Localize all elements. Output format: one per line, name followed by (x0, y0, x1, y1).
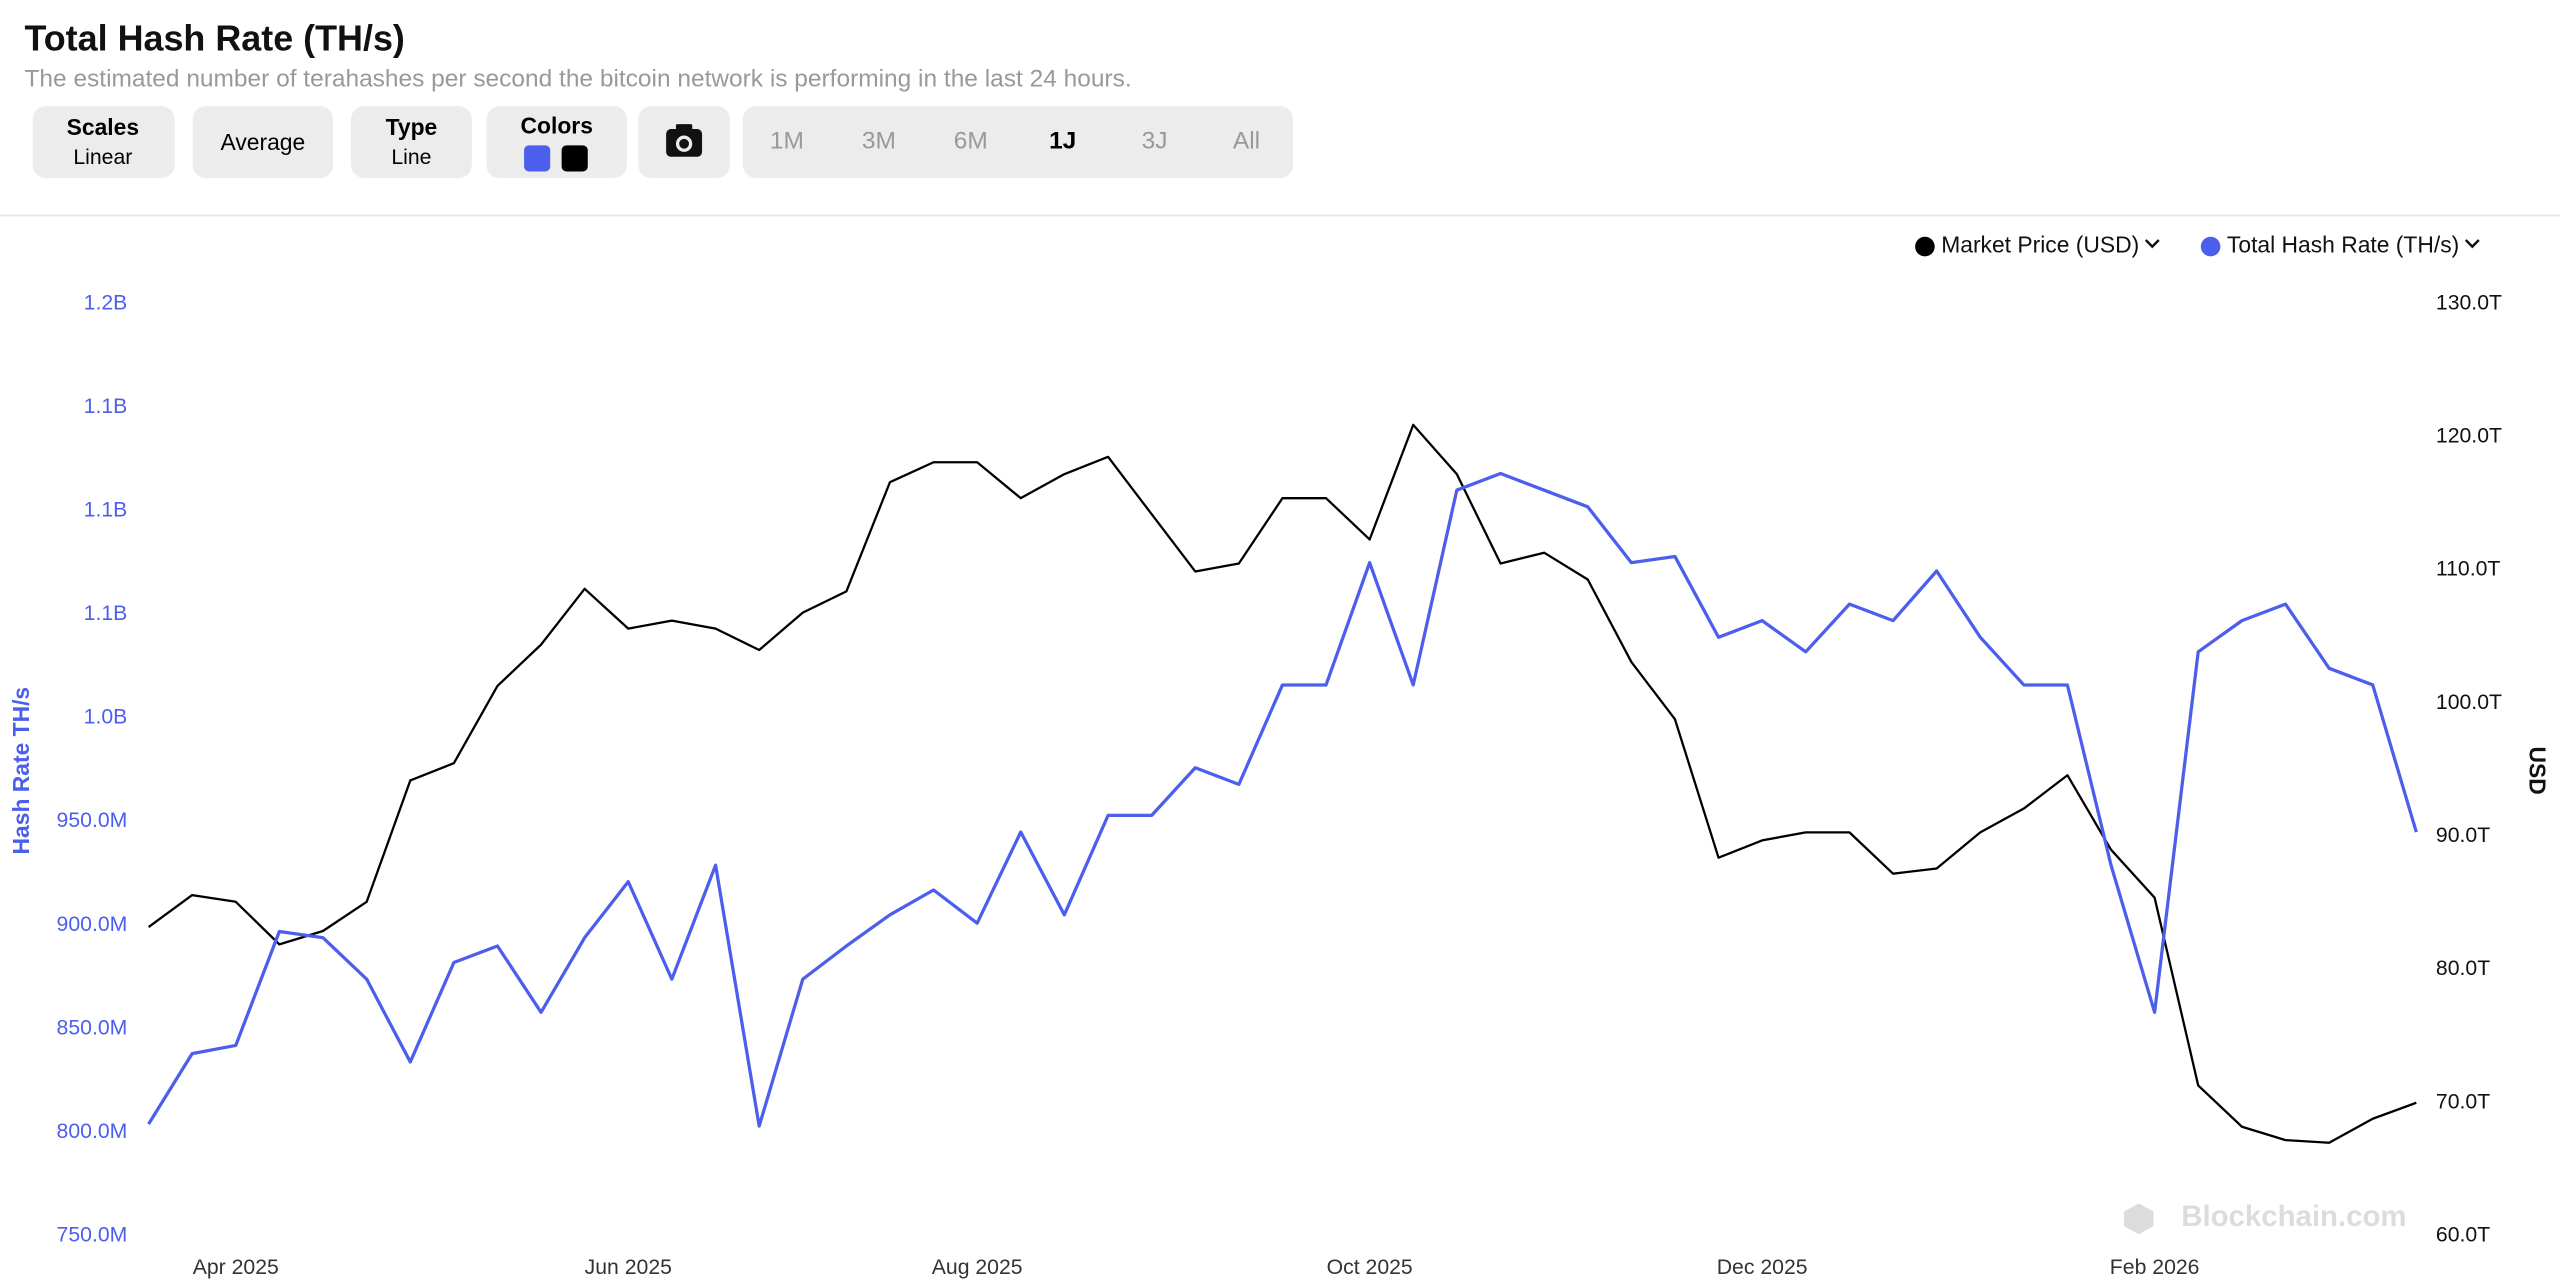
y-tick-label: 800.0M (57, 1120, 128, 1143)
series-line (147, 471, 2418, 1128)
range-button[interactable]: 1M (770, 128, 804, 155)
range-button[interactable]: 1J (1049, 128, 1076, 155)
button-label: Colors (521, 112, 593, 138)
button-bg (192, 106, 334, 179)
average-button[interactable]: Average (192, 106, 334, 179)
x-tick-label: Oct 2025 (1327, 1256, 1413, 1279)
y-tick-label: 1.1B (84, 602, 128, 625)
color-swatch (524, 145, 551, 172)
y-axis-title: Hash Rate TH/s (8, 687, 34, 855)
legend-marker (2200, 236, 2221, 257)
series-line (147, 423, 2417, 1144)
legend-label: Market Price (USD) (1941, 232, 2139, 258)
y2-axis-title: USD (2524, 747, 2550, 795)
y-tick-label: 900.0M (57, 913, 128, 936)
y-tick-label: 1.2B (84, 291, 128, 314)
colors-button[interactable]: Colors (486, 106, 627, 179)
button-bg (486, 106, 627, 179)
screenshot-button[interactable] (638, 106, 730, 179)
legend-item[interactable]: Total Hash Rate (TH/s) (2200, 232, 2480, 258)
x-tick-label: Feb 2026 (2110, 1256, 2200, 1279)
y-tick-label: 950.0M (57, 809, 128, 832)
type-button[interactable]: Type Line (351, 106, 472, 179)
range-button[interactable]: 3M (862, 128, 896, 155)
y2-tick-label: 130.0T (2436, 291, 2502, 314)
color-swatch (561, 145, 588, 172)
watermark-logo (2124, 1203, 2154, 1235)
button-label: Scales (67, 114, 139, 140)
legend-marker (1915, 236, 1935, 257)
title: Total Hash Rate (TH/s) (24, 17, 404, 58)
y2-tick-label: 80.0T (2436, 957, 2490, 980)
y-tick-label: 850.0M (57, 1016, 128, 1039)
y2-tick-label: 120.0T (2436, 425, 2502, 448)
y-tick-label: 1.0B (84, 706, 128, 729)
legend-dropdown (2464, 239, 2480, 249)
subtitle: The estimated number of terahashes per s… (24, 66, 1131, 93)
watermark: Blockchain.com (2181, 1200, 2406, 1233)
button-value: Line (391, 146, 431, 169)
x-tick-label: Jun 2025 (585, 1256, 672, 1279)
legend-label: Total Hash Rate (TH/s) (2227, 232, 2459, 258)
x-tick-label: Dec 2025 (1717, 1256, 1808, 1279)
y-tick-label: 1.1B (84, 498, 128, 521)
range-button[interactable]: 3J (1142, 128, 1168, 155)
x-tick-label: Aug 2025 (932, 1256, 1023, 1279)
x-tick-label: Apr 2025 (193, 1256, 279, 1279)
scales-button[interactable]: Scales Linear (32, 106, 175, 179)
y2-tick-label: 90.0T (2436, 824, 2490, 847)
y-tick-label: 1.1B (84, 395, 128, 418)
button-label: Type (386, 114, 438, 140)
button-bg (32, 106, 175, 179)
button-value: Linear (73, 146, 132, 169)
y2-tick-label: 70.0T (2436, 1090, 2490, 1113)
camera-icon (679, 138, 689, 149)
range-group (742, 106, 1294, 179)
y-tick-label: 750.0M (57, 1224, 128, 1247)
range-button[interactable]: All (1233, 128, 1260, 155)
camera-icon (675, 124, 693, 133)
y2-tick-label: 100.0T (2436, 691, 2502, 714)
y2-tick-label: 60.0T (2436, 1224, 2490, 1247)
legend-item[interactable]: Market Price (USD) (1915, 232, 2160, 258)
legend-dropdown (2144, 239, 2160, 249)
button-bg (351, 106, 472, 179)
range-button[interactable]: 6M (954, 128, 988, 155)
button-label: Average (221, 129, 306, 155)
y2-tick-label: 110.0T (2436, 558, 2501, 581)
